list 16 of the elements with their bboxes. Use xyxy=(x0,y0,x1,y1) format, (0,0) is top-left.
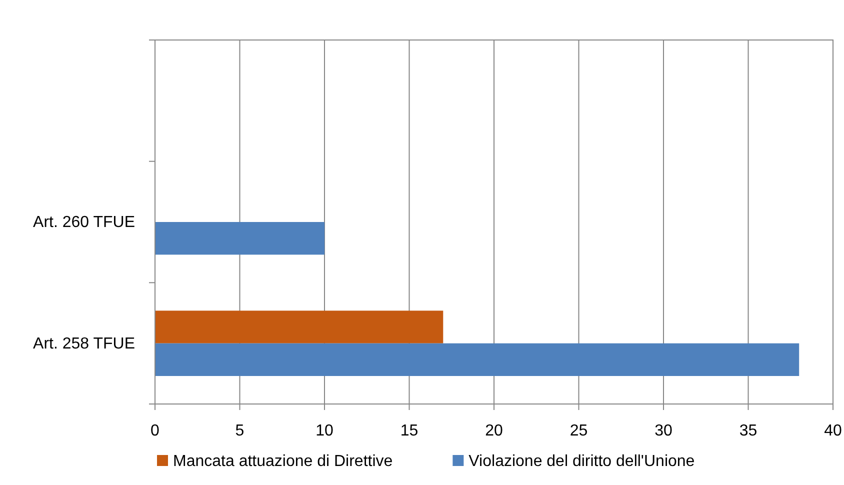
x-tick-label: 35 xyxy=(739,422,758,440)
y-tick-label: Art. 258 TFUE xyxy=(33,335,135,352)
x-tick-label: 20 xyxy=(485,422,503,440)
x-tick-label: 0 xyxy=(150,422,160,440)
bar xyxy=(155,310,444,344)
x-tick-label: 10 xyxy=(316,422,334,440)
x-tick-label: 5 xyxy=(235,422,244,440)
x-tick-label: 15 xyxy=(400,422,418,440)
legend-label: Mancata attuazione di Direttive xyxy=(173,453,393,470)
x-tick-label: 25 xyxy=(570,422,588,440)
legend-label: Violazione del diritto dell'Unione xyxy=(468,453,695,470)
bar xyxy=(155,343,800,376)
bar xyxy=(155,222,324,255)
y-tick-label: Art. 260 TFUE xyxy=(33,214,135,232)
x-tick-label: 30 xyxy=(654,422,672,440)
x-tick-label: 40 xyxy=(824,422,842,440)
